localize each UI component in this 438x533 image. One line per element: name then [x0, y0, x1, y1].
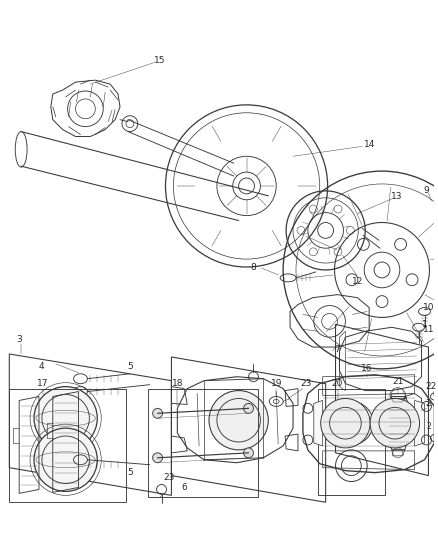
Text: 9: 9 [424, 187, 429, 196]
Text: 17: 17 [37, 379, 49, 388]
Text: 2: 2 [426, 399, 431, 408]
Circle shape [370, 399, 420, 448]
Bar [148, 389, 258, 497]
Ellipse shape [153, 408, 162, 418]
Text: 5: 5 [127, 468, 133, 477]
Ellipse shape [244, 403, 254, 413]
Text: 2: 2 [426, 422, 431, 431]
Text: 12: 12 [352, 277, 363, 286]
Text: 4: 4 [38, 362, 44, 372]
Text: 1: 1 [422, 320, 427, 329]
Circle shape [321, 399, 370, 448]
Text: 10: 10 [423, 303, 434, 312]
Text: 23: 23 [300, 379, 311, 388]
Text: 22: 22 [426, 382, 437, 391]
Text: 20: 20 [332, 379, 343, 388]
Ellipse shape [153, 453, 162, 463]
Text: 23: 23 [164, 473, 175, 482]
Text: 19: 19 [271, 379, 282, 388]
Text: 16: 16 [361, 365, 373, 373]
Text: 6: 6 [181, 483, 187, 492]
Polygon shape [415, 400, 424, 446]
Text: 15: 15 [154, 56, 165, 65]
Bar [318, 389, 385, 495]
Text: 21: 21 [392, 377, 403, 386]
Text: 18: 18 [172, 379, 183, 388]
Circle shape [34, 386, 97, 450]
Text: 14: 14 [364, 140, 375, 149]
Text: 11: 11 [423, 325, 434, 334]
Bar [9, 389, 126, 502]
Circle shape [209, 391, 268, 450]
Circle shape [34, 428, 97, 491]
Text: 8: 8 [251, 263, 256, 272]
Ellipse shape [244, 448, 254, 458]
Text: 5: 5 [127, 362, 133, 372]
Text: 7: 7 [335, 344, 340, 353]
Polygon shape [314, 400, 323, 446]
Text: 13: 13 [391, 192, 403, 201]
Text: 3: 3 [16, 335, 22, 344]
